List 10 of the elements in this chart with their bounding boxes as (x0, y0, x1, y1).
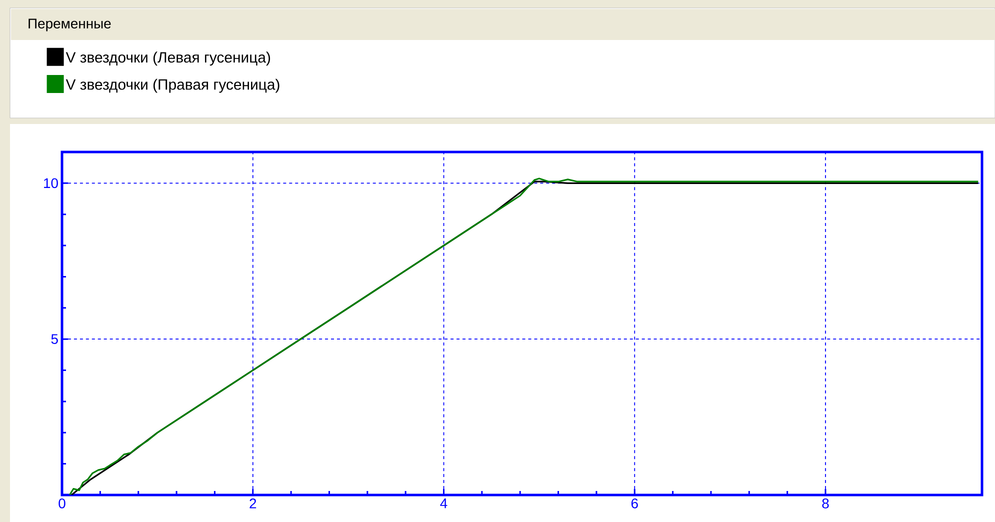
x-tick-label: 4 (440, 498, 448, 508)
legend-label: V звездочки (Левая гусеница) (66, 52, 270, 66)
y-tick-label: 10 (44, 178, 58, 188)
x-tick-label: 2 (250, 498, 256, 508)
x-tick-label: 0 (58, 498, 66, 508)
legend-title: Переменные (28, 18, 111, 32)
legend-label: V звездочки (Правая гусеница) (66, 78, 280, 93)
x-tick-label: 8 (822, 498, 829, 508)
y-tick-label: 5 (51, 334, 58, 344)
x-tick-label: 6 (631, 498, 638, 508)
